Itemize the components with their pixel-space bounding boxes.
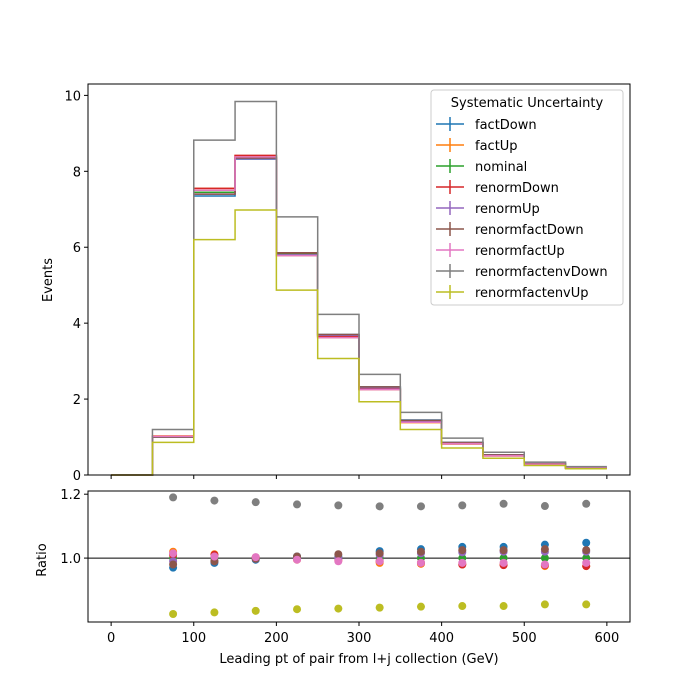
legend-label: renormfactenvUp (475, 286, 589, 301)
ratio-point-renormfactUp (334, 557, 343, 566)
legend-entry-factUp: factUp (436, 138, 518, 154)
legend-entry-nominal: nominal (436, 159, 527, 175)
ratio-point-renormfactenvDown (334, 501, 343, 510)
ratio-point-renormfactenvDown (169, 493, 178, 502)
ratio-panel: 1.0 1.2 0 100 200 300 400 500 600 Ratio Leading… (35, 488, 631, 667)
ratio-point-renormfactDown (169, 560, 178, 569)
ratio-y-tick-label: 1.2 (60, 488, 81, 503)
ratio-point-renormfactenvUp (251, 606, 260, 615)
legend-title: Systematic Uncertainty (451, 96, 604, 111)
legend-label: factDown (475, 118, 537, 133)
legend-label: nominal (475, 160, 527, 175)
x-tick-label: 600 (594, 631, 619, 646)
ratio-point-renormfactenvUp (540, 600, 549, 609)
ratio-point-factDown (582, 538, 591, 547)
main-panel: 0 2 4 6 8 10 Events (41, 83, 631, 484)
main-y-ticks: 0 2 4 6 8 10 (64, 89, 88, 484)
ratio-point-renormfactenvUp (499, 602, 508, 611)
x-axis-label: Leading pt of pair from l+j collection (… (219, 652, 498, 667)
ratio-point-renormfactenvUp (458, 602, 467, 611)
ratio-y-ticks: 1.0 1.2 (60, 488, 88, 567)
series-line-renormfactenvUp (111, 209, 607, 476)
ratio-point-renormfactenvDown (416, 502, 425, 511)
ratio-point-renormfactenvDown (458, 501, 467, 510)
legend-entry-renormfactDown: renormfactDown (436, 222, 584, 238)
ratio-y-tick-label: 1.0 (60, 552, 81, 567)
ratio-point-renormfactDown (582, 546, 591, 555)
ratio-point-renormfactUp (293, 555, 302, 564)
main-x-ticks (110, 475, 608, 479)
main-y-tick-label: 4 (73, 317, 81, 332)
legend-entry-renormfactUp: renormfactUp (436, 243, 565, 259)
legend-label: renormfactenvDown (475, 265, 608, 280)
ratio-x-ticks: 0 100 200 300 400 500 600 (107, 622, 619, 646)
ratio-point-renormfactenvDown (251, 498, 260, 507)
ratio-point-renormfactenvUp (375, 603, 384, 612)
legend-label: factUp (475, 139, 518, 154)
main-histogram-lines (111, 100, 607, 476)
legend-entry-renormfactenvUp: renormfactenvUp (436, 285, 589, 301)
ratio-point-renormfactDown (540, 545, 549, 554)
legend-entry-renormUp: renormUp (436, 201, 540, 217)
ratio-point-renormfactDown (375, 549, 384, 558)
ratio-point-renormfactDown (416, 547, 425, 556)
main-y-tick-label: 0 (73, 469, 81, 484)
ratio-points (169, 493, 591, 619)
x-tick-label: 500 (512, 631, 537, 646)
ratio-point-renormfactUp (251, 553, 260, 562)
main-y-tick-label: 6 (73, 241, 81, 256)
ratio-point-renormfactenvDown (210, 496, 219, 505)
ratio-point-renormfactenvDown (582, 499, 591, 508)
ratio-point-renormfactenvDown (375, 502, 384, 511)
x-tick-label: 400 (429, 631, 454, 646)
ratio-point-renormfactUp (210, 552, 219, 561)
legend-label: renormDown (475, 181, 559, 196)
main-y-tick-label: 8 (73, 165, 81, 180)
ratio-point-renormfactenvDown (293, 500, 302, 509)
legend-entry-renormfactenvDown: renormfactenvDown (436, 264, 608, 280)
legend-entry-renormDown: renormDown (436, 180, 559, 196)
ratio-point-renormfactenvUp (293, 605, 302, 614)
legend-entry-factDown: factDown (436, 117, 537, 133)
legend-label: renormfactDown (475, 223, 584, 238)
legend-label: renormfactUp (475, 244, 565, 259)
ratio-point-renormfactenvDown (499, 499, 508, 508)
ratio-point-renormfactUp (499, 558, 508, 567)
x-tick-label: 200 (264, 631, 289, 646)
ratio-point-renormfactDown (458, 546, 467, 555)
ratio-point-renormfactUp (582, 558, 591, 567)
ratio-point-renormfactenvUp (582, 600, 591, 609)
ratio-point-renormfactUp (458, 558, 467, 567)
ratio-y-axis-label: Ratio (35, 543, 50, 576)
ratio-point-renormfactUp (540, 560, 549, 569)
legend: Systematic Uncertainty factDown factUp nom… (430, 89, 624, 306)
ratio-plot-frame (87, 490, 631, 623)
main-plot-frame (87, 83, 631, 476)
ratio-point-nominal (540, 554, 549, 563)
series-line-renormfactenvDown (111, 100, 607, 476)
ratio-point-renormfactDown (499, 546, 508, 555)
main-y-tick-label: 2 (73, 393, 81, 408)
ratio-point-renormfactenvUp (416, 602, 425, 611)
legend-label: renormUp (475, 202, 540, 217)
ratio-point-renormfactUp (169, 549, 178, 558)
ratio-point-renormfactenvUp (334, 604, 343, 613)
ratio-point-renormfactDown (334, 550, 343, 559)
main-y-tick-label: 10 (64, 89, 81, 104)
x-tick-label: 100 (181, 631, 206, 646)
x-tick-label: 300 (347, 631, 372, 646)
legend-box (430, 89, 624, 306)
x-tick-label: 0 (107, 631, 115, 646)
ratio-point-renormfactUp (416, 558, 425, 567)
main-y-axis-label: Events (41, 258, 56, 302)
ratio-point-renormfactenvUp (210, 608, 219, 617)
ratio-point-renormfactenvDown (540, 502, 549, 511)
ratio-point-renormfactUp (375, 557, 384, 566)
legend-entries: factDown factUp nominal renormDown renormUp r… (436, 117, 608, 301)
ratio-point-renormfactenvUp (169, 610, 178, 619)
